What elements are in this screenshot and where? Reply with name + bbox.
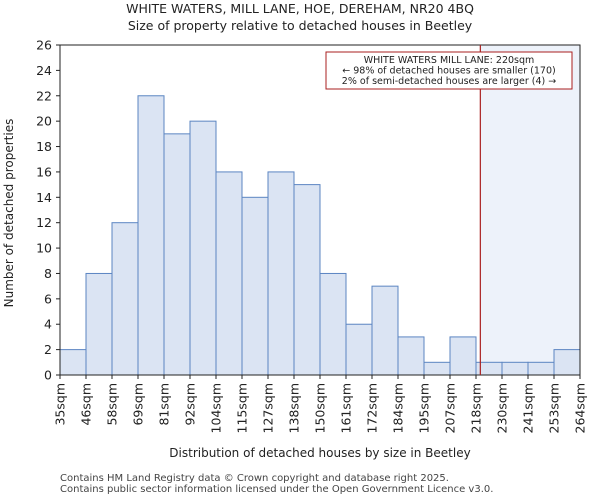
- x-tick-label: 230sqm: [495, 383, 510, 433]
- x-tick-label: 104sqm: [209, 383, 224, 433]
- x-tick-label: 69sqm: [131, 383, 146, 426]
- x-tick-label: 127sqm: [261, 383, 276, 433]
- y-tick-label: 4: [44, 317, 52, 332]
- y-tick-label: 8: [44, 266, 52, 281]
- x-tick-label: 218sqm: [469, 383, 484, 433]
- annotation-line1: WHITE WATERS MILL LANE: 220sqm: [364, 55, 535, 66]
- x-tick-label: 253sqm: [547, 383, 562, 433]
- x-tick-label: 195sqm: [417, 383, 432, 433]
- x-tick-label: 161sqm: [339, 383, 354, 433]
- footer-line-2: Contains public sector information licen…: [60, 484, 494, 495]
- y-tick-label: 2: [44, 342, 52, 357]
- bar-207sqm: [449, 336, 477, 376]
- chart-subtitle: Size of property relative to detached ho…: [127, 18, 473, 33]
- y-tick-label: 10: [36, 241, 52, 256]
- x-tick-label: 46sqm: [79, 383, 94, 426]
- x-tick-label: 241sqm: [521, 383, 536, 433]
- bar-253sqm: [553, 349, 581, 376]
- highlight-region: [480, 45, 580, 375]
- bar-104sqm: [215, 171, 243, 376]
- x-tick-label: 150sqm: [313, 383, 328, 433]
- bar-138sqm: [293, 184, 321, 376]
- x-tick-label: 207sqm: [443, 383, 458, 433]
- bar-195sqm: [423, 361, 451, 376]
- y-tick-label: 14: [36, 190, 52, 205]
- x-tick-label: 184sqm: [391, 383, 406, 433]
- y-tick-label: 0: [44, 368, 52, 383]
- x-tick-label: 172sqm: [365, 383, 380, 433]
- chart-title: WHITE WATERS, MILL LANE, HOE, DEREHAM, N…: [126, 1, 474, 16]
- y-tick-label: 20: [36, 114, 52, 129]
- bar-161sqm: [345, 323, 373, 376]
- bar-35sqm: [59, 349, 87, 376]
- x-tick-label: 92sqm: [183, 383, 198, 426]
- bar-241sqm: [527, 361, 555, 376]
- y-tick-label: 22: [36, 88, 52, 103]
- y-tick-label: 24: [36, 63, 52, 78]
- bar-150sqm: [319, 272, 347, 376]
- x-tick-label: 81sqm: [157, 383, 172, 426]
- bar-69sqm: [137, 95, 165, 376]
- annotation-line2: ← 98% of detached houses are smaller (17…: [342, 66, 555, 77]
- bar-58sqm: [111, 222, 139, 376]
- y-tick-label: 16: [36, 164, 52, 179]
- bar-46sqm: [85, 272, 113, 376]
- annotation-line3: 2% of semi-detached houses are larger (4…: [342, 76, 556, 87]
- x-tick-label: 138sqm: [287, 383, 302, 433]
- y-tick-label: 18: [36, 139, 52, 154]
- bar-127sqm: [267, 171, 295, 376]
- bar-92sqm: [189, 120, 217, 376]
- annotation-box: [325, 51, 573, 90]
- footer-line-1: Contains HM Land Registry data © Crown c…: [60, 473, 449, 484]
- bar-115sqm: [241, 196, 269, 376]
- bar-230sqm: [501, 361, 529, 376]
- x-tick-label: 264sqm: [573, 383, 588, 433]
- bar-184sqm: [397, 336, 425, 376]
- bar-81sqm: [163, 133, 191, 376]
- y-tick-label: 12: [36, 215, 52, 230]
- y-tick-label: 6: [44, 291, 52, 306]
- x-axis-label: Distribution of detached houses by size …: [169, 446, 470, 460]
- x-tick-label: 115sqm: [235, 383, 250, 433]
- y-axis-label: Number of detached properties: [2, 119, 16, 308]
- y-tick-label: 26: [36, 38, 52, 53]
- x-tick-label: 35sqm: [53, 383, 68, 426]
- bar-172sqm: [371, 285, 399, 376]
- x-tick-label: 58sqm: [105, 383, 120, 426]
